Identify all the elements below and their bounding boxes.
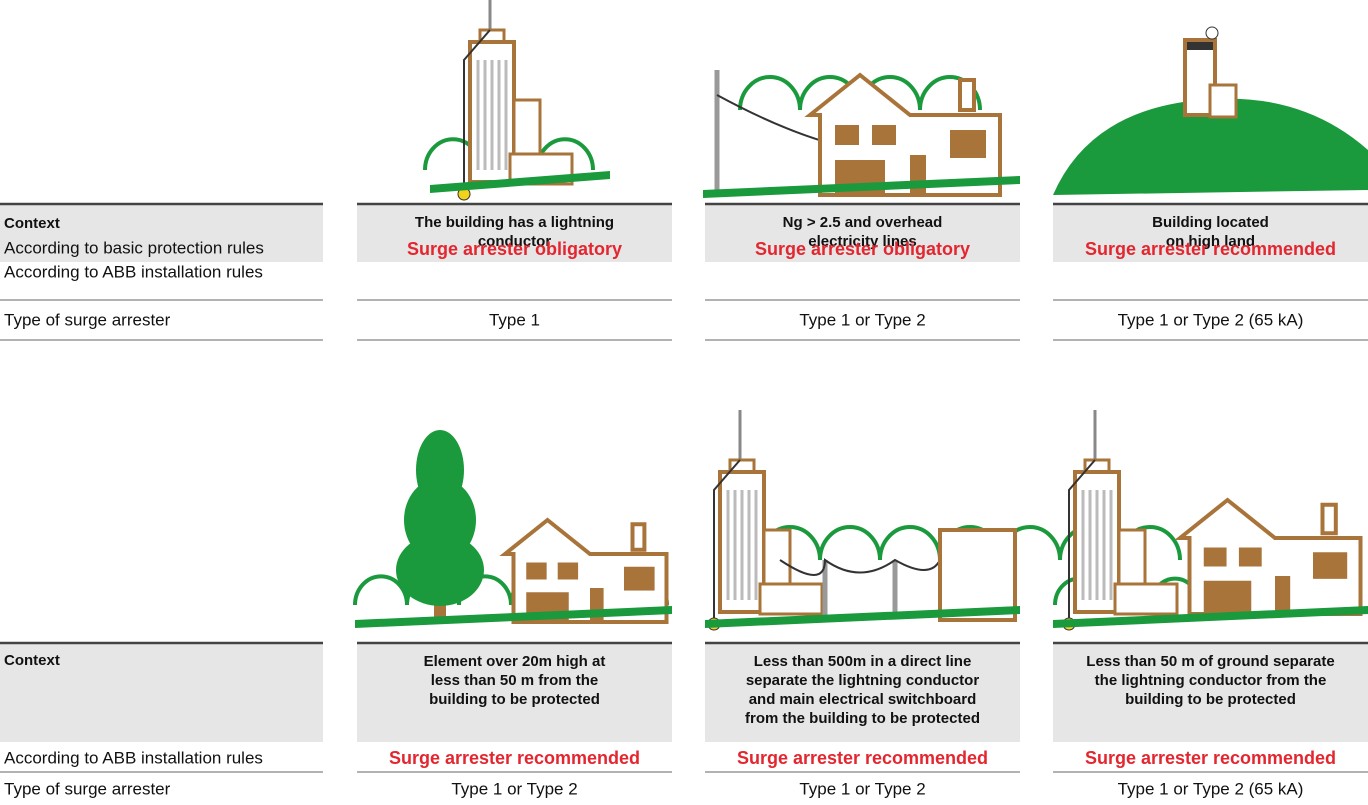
window [872, 125, 896, 145]
row-label: According to ABB installation rules [4, 748, 263, 767]
tower [1183, 38, 1217, 117]
ground [705, 606, 1020, 628]
context-text: The building has a lightning [415, 214, 614, 231]
arrester-type: Type 1 [489, 310, 540, 329]
wire [779, 558, 941, 576]
window [526, 562, 547, 580]
context-band [705, 643, 1020, 742]
context-band [705, 204, 1020, 262]
tree [396, 534, 484, 606]
window [1187, 42, 1213, 50]
recommendation: Surge arrester obligatory [755, 239, 970, 259]
recommendation: Surge arrester recommended [1085, 748, 1336, 768]
context-text: the lightning conductor from the [1095, 672, 1327, 689]
context-text: building to be protected [1125, 691, 1296, 708]
row-label: According to ABB installation rules [4, 262, 263, 281]
conductor [1068, 459, 1096, 620]
context-text: Ng > 2.5 and overhead [783, 214, 943, 231]
base [1113, 582, 1179, 616]
context-band [357, 204, 672, 262]
conductor [463, 29, 491, 190]
context-text: and main electrical switchboard [749, 691, 977, 708]
recommendation: Surge arrester recommended [389, 748, 640, 768]
conductor [713, 459, 741, 620]
context-text: Less than 50 m of ground separate [1086, 653, 1334, 670]
chimney [1320, 502, 1338, 536]
context-band [0, 204, 323, 262]
context-band [1053, 643, 1368, 742]
ground [703, 176, 1020, 198]
hill [1053, 98, 1368, 195]
arrester-type: Type 1 or Type 2 [799, 310, 925, 329]
window [1203, 547, 1227, 567]
row-label: Type of surge arrester [4, 779, 171, 798]
context-text: Less than 500m in a direct line [754, 653, 972, 670]
recommendation: Surge arrester obligatory [407, 239, 622, 259]
window [950, 130, 986, 158]
chimney [958, 78, 976, 112]
context-text: less than 50 m from the [431, 672, 599, 689]
dish [1205, 26, 1219, 40]
base [758, 582, 824, 616]
arrester-type: Type 1 or Type 2 [799, 779, 925, 798]
context-text: from the building to be protected [745, 710, 980, 727]
arrester-type: Type 1 or Type 2 (65 kA) [1118, 310, 1304, 329]
recommendation: Surge arrester recommended [737, 748, 988, 768]
ground [1053, 606, 1368, 628]
context-band [1053, 204, 1368, 262]
context-text: Building located [1152, 214, 1269, 231]
arrester-type: Type 1 or Type 2 [451, 779, 577, 798]
window [1203, 580, 1252, 614]
window [1275, 576, 1291, 614]
arrester-type: Type 1 or Type 2 (65 kA) [1118, 779, 1304, 798]
ground [430, 171, 610, 193]
window [910, 155, 926, 195]
context-text: electricity lines [808, 233, 916, 250]
illustration-4 [353, 430, 672, 628]
context-text: separate the lightning conductor [746, 672, 980, 689]
illustration-2 [703, 70, 1020, 198]
illustration-1 [423, 0, 610, 201]
illustration-6 [1053, 410, 1368, 631]
row-label: Context [4, 215, 60, 232]
context-text: on high land [1166, 233, 1255, 250]
row-label: Context [4, 652, 60, 669]
window [835, 125, 859, 145]
annex [1208, 83, 1238, 119]
chimney [630, 522, 647, 552]
window [557, 562, 579, 580]
window [624, 566, 655, 591]
row-label: Type of surge arrester [4, 310, 171, 329]
context-band [0, 643, 323, 742]
context-band [357, 643, 672, 742]
recommendation: Surge arrester recommended [1085, 239, 1336, 259]
context-text: Element over 20m high at [424, 653, 606, 670]
context-text: building to be protected [429, 691, 600, 708]
illustration-3 [1053, 26, 1368, 195]
window [1238, 547, 1262, 567]
row-label: According to basic protection rules [4, 238, 264, 257]
window [1313, 552, 1348, 579]
ground [355, 606, 672, 628]
building [938, 528, 1017, 622]
context-text: conductor [478, 233, 551, 250]
